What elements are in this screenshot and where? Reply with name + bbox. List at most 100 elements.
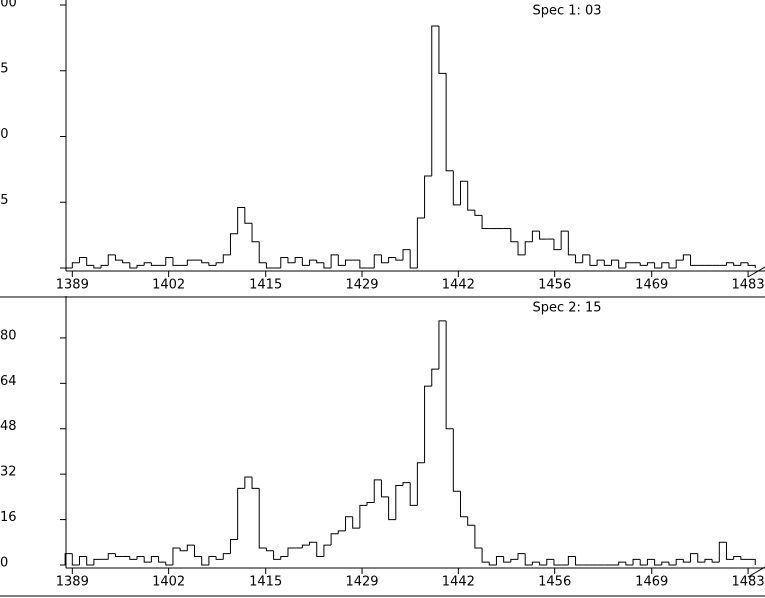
histogram-bin	[265, 262, 274, 269]
histogram-bin	[690, 254, 698, 266]
histogram-bin	[237, 207, 245, 234]
x-tick-label: 1415	[249, 278, 282, 293]
histogram-bin	[208, 555, 217, 565]
histogram-bin	[481, 547, 490, 563]
histogram-bin	[388, 496, 396, 521]
histogram-bin	[122, 260, 130, 264]
histogram-bin	[380, 254, 389, 264]
histogram-bin	[265, 547, 274, 552]
x-tick-label: 1483	[732, 278, 765, 293]
histogram-bin	[438, 320, 447, 370]
histogram-bin	[460, 180, 468, 205]
histogram-bin	[431, 25, 439, 176]
histogram-bin	[546, 558, 554, 565]
histogram-bin	[280, 256, 288, 268]
histogram-bin	[733, 555, 741, 560]
histogram-bin	[431, 368, 439, 387]
histogram-bin	[107, 254, 116, 266]
histogram-bin	[215, 556, 224, 560]
histogram-bin	[222, 553, 231, 560]
histogram-bin	[251, 223, 260, 243]
histogram-bin	[395, 257, 403, 261]
histogram-bin	[309, 541, 317, 546]
histogram-bin	[690, 553, 698, 563]
histogram-bin	[553, 559, 562, 566]
y-tick-label: 0	[0, 556, 8, 571]
histogram-bin	[560, 230, 569, 250]
histogram-bin	[733, 262, 741, 266]
histogram-bin	[675, 259, 684, 268]
histogram-bin	[524, 553, 533, 566]
histogram-bin	[748, 558, 756, 565]
y-tick-label: 64	[0, 374, 17, 389]
y-tick-label: 100	[0, 0, 17, 11]
histogram-bin	[517, 553, 526, 560]
histogram-bin	[402, 482, 411, 486]
histogram-bin	[186, 259, 195, 266]
histogram-bin	[186, 544, 195, 551]
histogram-bin	[596, 259, 605, 266]
histogram-bin	[143, 262, 152, 266]
histogram-bin	[452, 428, 461, 492]
y-tick-label: 16	[0, 510, 17, 525]
y-tick-label: 80	[0, 328, 17, 343]
histogram-bin	[93, 265, 102, 269]
histogram-bin	[697, 553, 705, 563]
histogram-bin	[409, 249, 418, 269]
histogram-bin	[229, 233, 238, 255]
histogram-bin	[352, 516, 360, 529]
histogram-bin	[136, 264, 145, 268]
histogram-bin	[287, 257, 296, 264]
histogram-bin	[618, 561, 626, 565]
histogram-bin	[539, 231, 547, 240]
histogram-bin	[316, 542, 324, 557]
histogram-bin	[330, 254, 339, 268]
histogram-bin	[725, 542, 734, 560]
x-tick-label: 1442	[442, 575, 475, 590]
histogram-bin	[395, 485, 403, 520]
histogram-bin	[373, 479, 382, 503]
histogram-bin	[380, 479, 389, 498]
histogram-bin	[740, 262, 749, 266]
histogram-bin	[646, 558, 655, 565]
histogram-bin	[416, 462, 425, 506]
histogram-bin	[165, 256, 173, 266]
histogram-bin	[416, 217, 425, 268]
histogram-bin	[244, 476, 253, 489]
histogram-bin	[172, 547, 181, 565]
histogram-bin	[424, 175, 432, 219]
histogram-bin	[517, 241, 526, 256]
histogram-bin	[100, 264, 109, 268]
y-tick-label: 48	[0, 419, 17, 434]
histogram-bin	[316, 260, 324, 264]
x-tick-label: 1429	[345, 575, 378, 590]
histogram-bin	[201, 260, 209, 264]
histogram-bin	[158, 556, 166, 563]
histogram-bin	[488, 562, 497, 566]
histogram-bin	[639, 262, 648, 266]
histogram-bin	[150, 555, 159, 563]
chart-title: Spec 1: 03	[532, 4, 601, 19]
histogram-bin	[258, 488, 267, 549]
histogram-bin	[575, 254, 583, 264]
histogram-bin	[661, 262, 669, 268]
histogram-bin	[107, 553, 116, 560]
histogram-bin	[668, 562, 677, 566]
histogram-bin	[208, 262, 217, 266]
x-tick-label: 1429	[345, 278, 378, 293]
histogram-bin	[244, 207, 253, 224]
histogram-bin	[273, 550, 281, 560]
histogram-bin	[201, 556, 209, 566]
x-tick-label: 1483	[732, 575, 765, 590]
histogram-bin	[129, 556, 138, 560]
histogram-bin	[172, 257, 181, 266]
histogram-bin	[388, 256, 396, 263]
histogram-bin	[71, 553, 80, 566]
histogram-bin	[654, 559, 662, 566]
histogram-bin	[301, 257, 310, 266]
histogram-bin	[460, 491, 468, 518]
histogram-bin	[337, 530, 346, 534]
histogram-bin	[467, 181, 475, 211]
histogram-bin	[625, 262, 634, 268]
x-tick-label: 1456	[538, 278, 571, 293]
